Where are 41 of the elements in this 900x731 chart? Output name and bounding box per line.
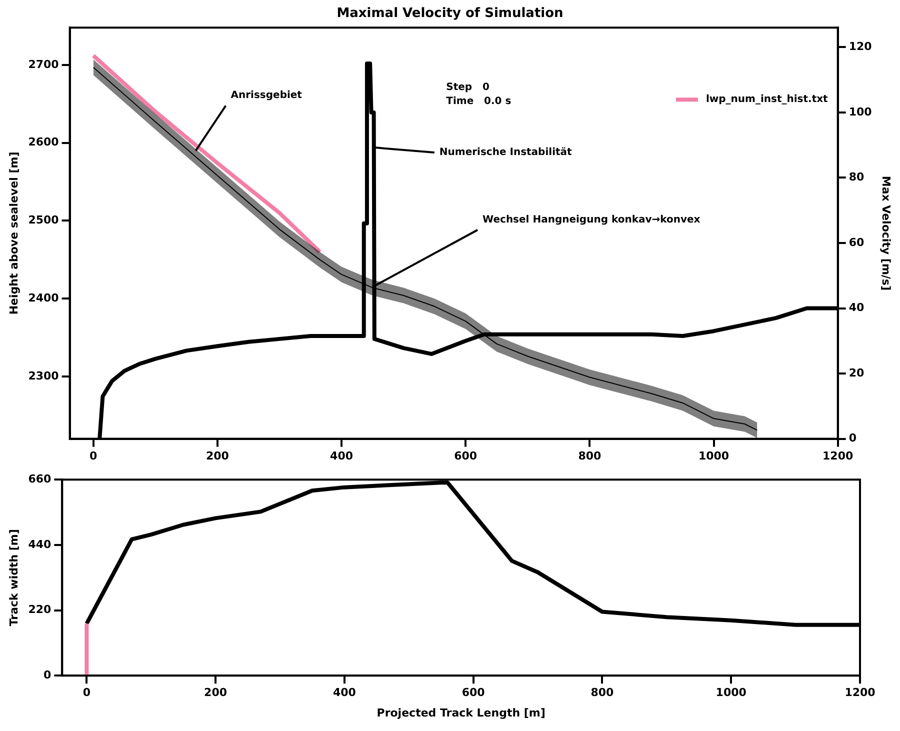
y2-tick-label: 120 bbox=[848, 40, 872, 54]
x-tick-label: 200 bbox=[204, 686, 228, 700]
x-tick-label: 400 bbox=[332, 686, 356, 700]
y2-tick-label: 0 bbox=[848, 432, 857, 445]
y2-tick-label: 20 bbox=[848, 366, 864, 380]
x-tick-label: 1000 bbox=[716, 686, 747, 700]
y-tick-label: 0 bbox=[44, 668, 52, 682]
y-axis-title: Height above sealevel [m] bbox=[7, 152, 20, 315]
x-tick-label: 600 bbox=[454, 449, 478, 462]
y-tick-label: 2600 bbox=[28, 136, 60, 149]
legend-label: lwp_num_inst_hist.txt bbox=[706, 94, 828, 106]
chart-title: Maximal Velocity of Simulation bbox=[336, 6, 564, 22]
annotation: Numerische Instabilität bbox=[439, 147, 572, 158]
x-tick-label: 0 bbox=[82, 686, 91, 700]
y-tick-label: 440 bbox=[28, 538, 52, 551]
x-tick-label: 800 bbox=[578, 449, 602, 462]
x-tick-label: 600 bbox=[462, 686, 486, 700]
y2-tick-label: 60 bbox=[848, 236, 864, 249]
y-tick-label: 2400 bbox=[28, 291, 60, 304]
x-tick-label: 200 bbox=[206, 449, 230, 462]
x-axis-title: Projected Track Length [m] bbox=[376, 706, 546, 720]
y-tick-label: 660 bbox=[28, 472, 52, 486]
y2-axis-title: Max Velocity [m/s] bbox=[880, 176, 893, 291]
annotation: Step 0 bbox=[446, 82, 490, 94]
x-tick-label: 0 bbox=[90, 449, 98, 462]
y2-tick-label: 80 bbox=[848, 170, 864, 184]
y-tick-label: 220 bbox=[28, 603, 52, 616]
y-tick-label: 2500 bbox=[28, 214, 60, 227]
x-tick-label: 400 bbox=[330, 449, 354, 462]
x-tick-label: 1200 bbox=[844, 686, 876, 700]
annotation: Wechsel Hangneigung konkav→konvex bbox=[482, 214, 701, 226]
annotation: Time 0.0 s bbox=[446, 96, 512, 108]
y-tick-label: 2700 bbox=[28, 58, 60, 71]
y-tick-label: 2300 bbox=[28, 369, 60, 382]
x-tick-label: 1000 bbox=[698, 449, 730, 462]
y-axis-title: Track width [m] bbox=[7, 529, 20, 626]
annotation: Anrissgebiet bbox=[230, 90, 302, 102]
x-tick-label: 800 bbox=[590, 686, 614, 700]
x-tick-label: 1200 bbox=[822, 449, 854, 462]
y2-tick-label: 40 bbox=[848, 301, 864, 314]
y2-tick-label: 100 bbox=[848, 105, 872, 118]
